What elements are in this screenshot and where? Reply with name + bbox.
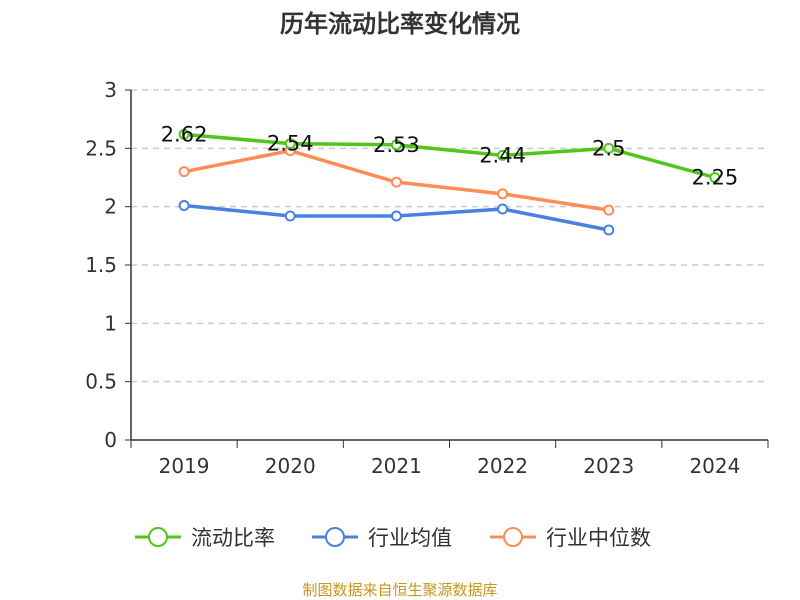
data-point bbox=[709, 172, 721, 183]
data-label: 2.5 bbox=[592, 136, 625, 160]
chart-title: 历年流动比率变化情况 bbox=[280, 10, 520, 38]
data-point bbox=[284, 138, 296, 150]
x-tick-label: 2021 bbox=[371, 454, 422, 478]
x-tick-label: 2020 bbox=[265, 454, 316, 478]
y-tick-label: 1 bbox=[104, 311, 117, 335]
y-tick-label: 3 bbox=[104, 78, 117, 102]
legend-marker bbox=[148, 527, 168, 547]
legend-marker bbox=[503, 527, 523, 547]
data-label: 2.62 bbox=[161, 122, 208, 146]
legend-label: 行业均值 bbox=[368, 526, 452, 550]
x-tick-label: 2022 bbox=[477, 454, 528, 478]
data-label: 2.25 bbox=[692, 166, 739, 190]
data-point bbox=[603, 142, 615, 154]
data-label: 2.53 bbox=[373, 133, 420, 157]
y-tick-label: 1.5 bbox=[85, 253, 117, 277]
data-point bbox=[497, 149, 509, 161]
data-point bbox=[497, 203, 509, 215]
data-point bbox=[390, 210, 402, 222]
data-point bbox=[497, 188, 509, 200]
data-point bbox=[178, 128, 190, 140]
data-label: 2.44 bbox=[479, 143, 526, 167]
source-note: 制图数据来自恒生聚源数据库 bbox=[302, 581, 497, 599]
data-point bbox=[390, 139, 402, 151]
y-tick-label: 0 bbox=[104, 428, 117, 452]
legend-label: 行业中位数 bbox=[546, 526, 651, 550]
series-line bbox=[183, 132, 716, 180]
data-point bbox=[390, 176, 402, 188]
data-label: 2.54 bbox=[267, 132, 314, 156]
x-tick-label: 2019 bbox=[159, 454, 210, 478]
y-tick-label: 0.5 bbox=[85, 370, 117, 394]
data-point bbox=[178, 166, 190, 178]
x-tick-label: 2024 bbox=[689, 454, 740, 478]
legend-label: 流动比率 bbox=[191, 526, 275, 550]
data-point bbox=[603, 224, 615, 236]
x-tick-label: 2023 bbox=[583, 454, 634, 478]
data-point bbox=[603, 204, 615, 216]
legend-marker bbox=[325, 527, 345, 547]
y-tick-label: 2.5 bbox=[85, 136, 117, 160]
data-point bbox=[284, 210, 296, 222]
data-point bbox=[178, 200, 190, 211]
y-tick-label: 2 bbox=[104, 195, 117, 219]
